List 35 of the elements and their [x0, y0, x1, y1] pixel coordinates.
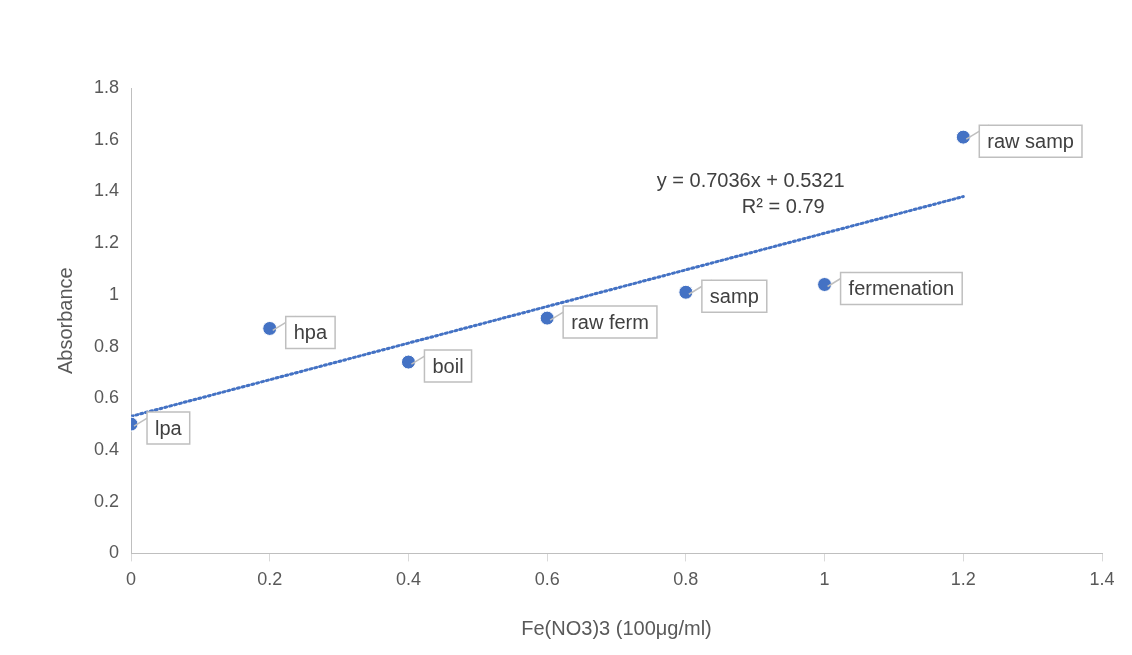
annotation: hpa	[293, 320, 328, 343]
y-tick-label: 1.8	[93, 76, 120, 97]
annotation: samp	[709, 284, 759, 307]
x-axis-title: Fe(NO3)3 (100μg/ml)	[521, 616, 712, 639]
annotation: raw samp	[987, 129, 1074, 152]
x-tick-label: 0	[126, 569, 137, 590]
x-tick-label: 1	[819, 569, 830, 590]
annotation: raw ferm	[571, 310, 649, 333]
y-tick-label: 0.6	[93, 387, 120, 408]
annotation: fermenation	[848, 277, 955, 300]
y-tick-label: 1.4	[93, 180, 120, 201]
y-axis-title: Absorbance	[53, 267, 76, 375]
y-tick-label: 0.8	[93, 335, 120, 356]
annotation: boil	[432, 354, 464, 377]
y-tick-label: 1.2	[93, 232, 120, 253]
y-tick-label: 1.6	[93, 128, 120, 149]
y-tick-label: 0.4	[93, 438, 120, 459]
x-tick-label: 0.8	[673, 569, 699, 590]
point	[539, 310, 555, 326]
point	[678, 284, 694, 300]
y-tick-label: 0	[109, 542, 120, 563]
point	[400, 354, 416, 370]
y-tick-label: 0.2	[93, 490, 120, 511]
x-tick-label: 0.4	[395, 569, 421, 590]
x-tick-label: 1.4	[1089, 569, 1115, 590]
y-tick-label: 1	[109, 283, 120, 304]
x-tick-label: 0.2	[257, 569, 283, 590]
annotation: y = 0.7036x + 0.5321	[656, 168, 845, 191]
x-tick-label: 0.6	[534, 569, 560, 590]
annotation: lpa	[155, 416, 183, 439]
point	[817, 277, 833, 292]
point	[955, 129, 971, 145]
x-tick-label: 1.2	[950, 569, 976, 590]
point	[262, 320, 278, 336]
annotation: R² = 0.79	[741, 194, 825, 217]
